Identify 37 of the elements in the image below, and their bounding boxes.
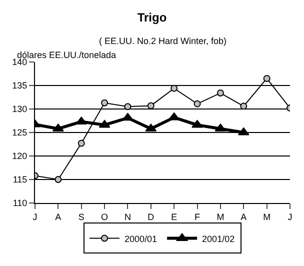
point	[263, 74, 270, 82]
chart-subtitle: ( EE.UU. No.2 Hard Winter, fob)	[99, 36, 227, 46]
y-tick-label: 130	[12, 104, 28, 114]
x-tick-label: E	[171, 212, 178, 222]
point	[240, 102, 248, 110]
point	[101, 99, 108, 106]
y-tick-label: 135	[12, 80, 28, 91]
x-tick-label: A	[55, 212, 62, 222]
point	[216, 90, 224, 97]
x-tick-label: D	[148, 212, 155, 222]
y-tick-label: 115	[12, 174, 28, 185]
x-tick-label: J	[32, 212, 38, 222]
point	[78, 140, 85, 147]
x-tick-label: F	[194, 212, 201, 222]
y-tick-label: 125	[12, 128, 28, 138]
x-tick-label: J	[288, 212, 292, 222]
point	[192, 120, 203, 128]
point	[124, 103, 132, 110]
point	[168, 112, 180, 120]
x-tick-label: A	[240, 212, 247, 222]
y-tick-label: 110	[12, 198, 28, 208]
y-axis-title: dólares EE.UU./tonelada	[17, 50, 116, 60]
point	[98, 120, 110, 128]
x-tick-label: M	[216, 212, 224, 222]
x-tick-label: S	[78, 212, 84, 222]
chart-title: Trigo	[137, 10, 167, 25]
point	[122, 112, 134, 121]
y-tick-label: 120	[12, 151, 28, 162]
x-tick-label: M	[263, 212, 271, 222]
point	[194, 100, 201, 108]
legend-label: 2000/01	[124, 234, 158, 244]
legend-label: 2001/02	[202, 234, 235, 244]
point	[170, 84, 178, 92]
x-tick-label: O	[101, 212, 108, 222]
point	[147, 102, 154, 110]
y-tick-label: 140	[12, 57, 28, 68]
x-tick-label: N	[124, 212, 131, 222]
